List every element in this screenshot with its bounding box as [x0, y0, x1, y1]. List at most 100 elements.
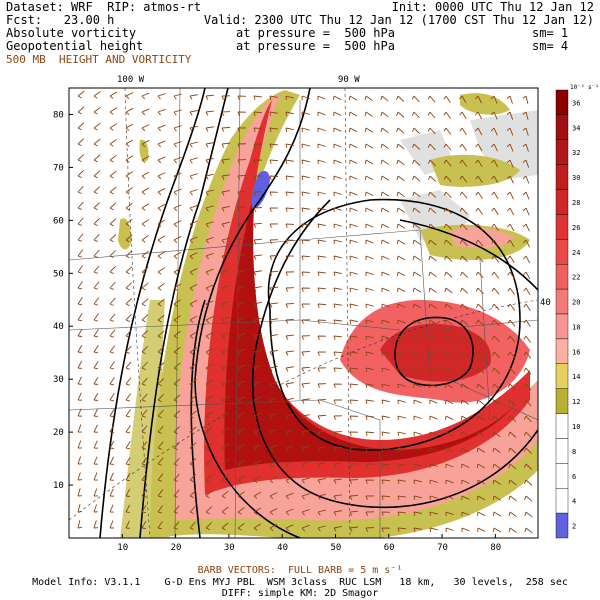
- wind-barb: [237, 111, 247, 116]
- wind-barb: [301, 255, 311, 260]
- wind-barb: [380, 159, 389, 165]
- x-tick-label: 70: [437, 543, 448, 553]
- wind-barb: [349, 335, 358, 341]
- wind-barb: [253, 317, 262, 324]
- wind-barb: [317, 271, 326, 276]
- wind-barb: [443, 207, 452, 215]
- wind-barb: [77, 392, 83, 401]
- wind-barb: [365, 303, 374, 309]
- wind-barb: [93, 392, 99, 401]
- wind-barb: [93, 265, 100, 274]
- wind-barb: [381, 527, 391, 532]
- wind-barb: [492, 431, 501, 438]
- wind-barb: [141, 92, 150, 100]
- colorbar-swatch: [555, 512, 569, 539]
- wind-barb: [413, 335, 422, 341]
- wind-barb: [125, 377, 132, 386]
- wind-barb: [221, 111, 231, 116]
- colorbar-swatch: [555, 264, 569, 290]
- wind-barb: [77, 217, 84, 226]
- wind-barb: [522, 143, 529, 152]
- wind-barb: [397, 335, 406, 341]
- wind-barb: [141, 266, 149, 275]
- wind-barb: [476, 415, 485, 422]
- wind-barb: [253, 507, 262, 515]
- wind-barb: [396, 223, 406, 229]
- wind-barb: [443, 175, 452, 183]
- wind-barb: [381, 479, 391, 484]
- wind-barb: [141, 314, 149, 323]
- wind-barb: [173, 362, 181, 371]
- wind-barb: [173, 93, 182, 100]
- colorbar-unit: 10⁻⁵ s⁻¹: [570, 84, 599, 91]
- wind-barb: [333, 111, 342, 117]
- y-tick-label: 60: [53, 216, 64, 226]
- wind-barb: [381, 383, 390, 389]
- colorbar-swatch: [555, 463, 569, 489]
- wind-barb: [381, 255, 390, 261]
- wind-barb: [381, 447, 390, 452]
- wind-barb: [237, 507, 245, 515]
- wind-barb: [412, 159, 421, 166]
- wind-barb: [317, 319, 327, 324]
- wind-barb: [333, 175, 342, 181]
- wind-barb: [141, 504, 147, 514]
- x-tick-label: 10: [117, 543, 128, 553]
- wind-barb: [205, 395, 213, 403]
- wind-barb: [173, 299, 182, 307]
- wind-barb: [77, 122, 85, 131]
- wind-barb: [189, 379, 197, 387]
- wind-barb: [221, 300, 230, 308]
- wind-barb: [141, 330, 149, 339]
- wind-barb: [413, 463, 422, 469]
- wind-barb: [125, 441, 131, 450]
- wind-barb: [77, 138, 85, 147]
- wind-barb: [396, 207, 405, 213]
- wind-barb: [507, 399, 516, 406]
- wind-barb: [77, 249, 84, 258]
- wind-barb: [397, 463, 406, 469]
- wind-barb: [221, 126, 231, 132]
- wind-barb: [460, 399, 469, 405]
- wind-barb: [380, 207, 390, 213]
- wind-barb: [189, 110, 198, 116]
- wind-barb: [365, 287, 374, 293]
- wind-barb: [189, 489, 196, 499]
- wind-barb: [475, 127, 483, 136]
- colorbar-label: 10: [572, 423, 580, 431]
- wind-barb: [476, 351, 485, 358]
- wind-barb: [253, 523, 262, 531]
- wind-barb: [349, 303, 358, 309]
- wind-barb: [522, 207, 530, 216]
- wind-barb: [523, 255, 531, 264]
- wind-barb: [429, 399, 438, 405]
- wind-barb: [253, 365, 262, 372]
- wind-barb: [93, 281, 100, 290]
- wind-barb: [253, 127, 263, 132]
- wind-barb: [125, 472, 131, 482]
- wind-barb: [301, 445, 310, 452]
- wind-barb: [507, 367, 516, 375]
- wind-barb: [205, 316, 214, 324]
- wind-barb: [317, 493, 326, 500]
- wind-barb: [413, 303, 422, 309]
- wind-barb: [173, 473, 180, 482]
- wind-barb: [109, 440, 115, 449]
- wind-barb: [413, 367, 422, 373]
- wind-barb: [523, 319, 531, 327]
- wind-barb: [411, 95, 420, 103]
- wind-barb: [253, 143, 263, 148]
- wind-barb: [205, 157, 214, 164]
- wind-barb: [412, 255, 421, 261]
- colorbar-swatch: [555, 388, 569, 414]
- wind-barb: [237, 380, 246, 388]
- wind-barb: [269, 413, 278, 420]
- wind-barb: [221, 490, 229, 499]
- wind-barb: [491, 191, 499, 200]
- wind-barb: [269, 207, 279, 212]
- wind-barb: [77, 472, 83, 481]
- wind-barb: [173, 315, 181, 323]
- wind-barb: [157, 521, 163, 530]
- wind-barb: [221, 459, 229, 467]
- wind-barb: [109, 393, 115, 402]
